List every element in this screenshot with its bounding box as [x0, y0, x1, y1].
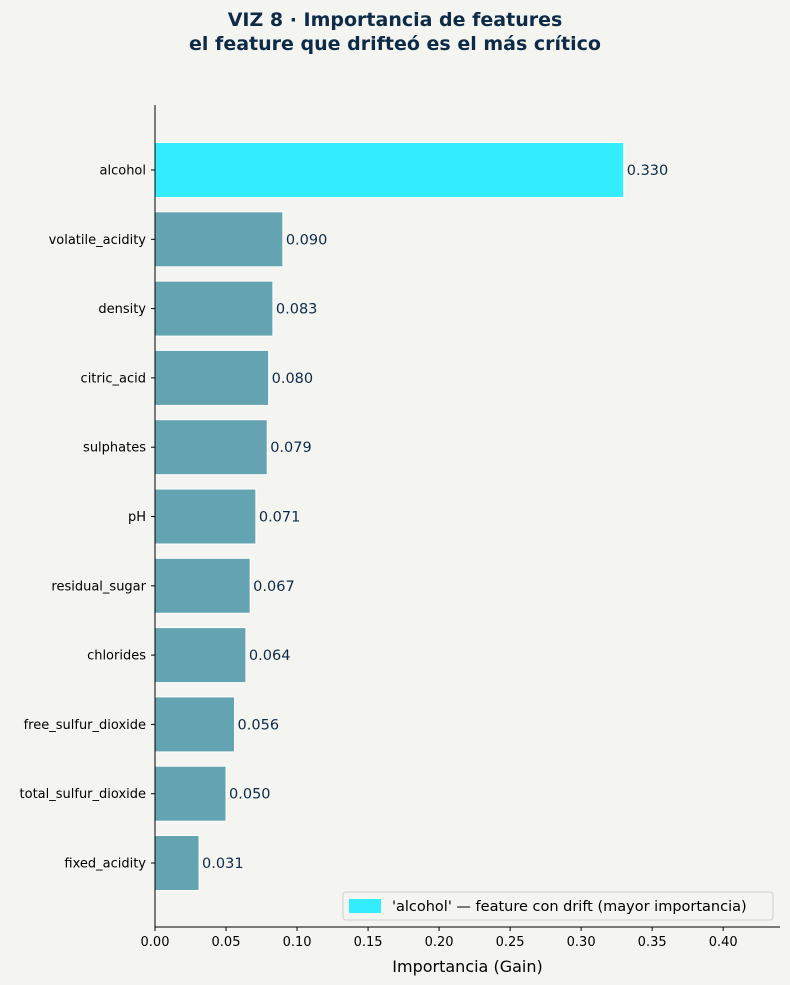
x-tick-label: 0.10	[283, 935, 312, 950]
bar-fixed_acidity	[154, 835, 200, 891]
y-tick-label: pH	[128, 510, 146, 525]
bar-chlorides	[154, 627, 247, 684]
y-tick-label: alcohol	[100, 164, 146, 179]
bar-sulphates	[154, 419, 268, 476]
bar-residual_sugar	[154, 557, 251, 614]
chart-title: VIZ 8 · Importancia de features	[227, 9, 563, 31]
bar-density	[154, 280, 274, 337]
bar-free_sulfur_dioxide	[154, 696, 236, 753]
x-tick-label: 0.35	[638, 935, 667, 950]
legend-swatch	[349, 899, 381, 913]
x-tick-label: 0.30	[567, 935, 596, 950]
y-tick-label: citric_acid	[81, 371, 146, 386]
y-tick-label: total_sulfur_dioxide	[20, 787, 146, 802]
bar-value-label: 0.079	[270, 440, 312, 456]
x-tick-label: 0.40	[709, 935, 738, 950]
bar-volatile_acidity	[154, 211, 284, 268]
bar-value-label: 0.050	[229, 787, 271, 803]
y-tick-label: free_sulfur_dioxide	[24, 718, 146, 733]
bar-value-label: 0.071	[259, 510, 301, 526]
bar-value-label: 0.064	[249, 648, 291, 664]
x-tick-label: 0.25	[496, 935, 525, 950]
legend-box	[342, 891, 774, 921]
bar-value-label: 0.067	[253, 579, 295, 595]
bar-value-label: 0.080	[272, 371, 314, 387]
x-tick-label: 0.00	[141, 935, 170, 950]
x-tick-label: 0.15	[354, 935, 383, 950]
bar-total_sulfur_dioxide	[154, 765, 227, 822]
y-tick-label: residual_sugar	[51, 579, 146, 594]
bar-value-label: 0.056	[238, 717, 280, 733]
bar-value-label: 0.090	[286, 232, 328, 248]
chart-title-block: VIZ 8 · Importancia de features el featu…	[0, 8, 790, 56]
bar-value-label: 0.083	[276, 302, 318, 318]
bar-citric_acid	[154, 349, 270, 406]
bar-alcohol	[154, 142, 625, 198]
chart-subtitle: el feature que drifteó es el más crítico	[189, 33, 601, 55]
y-tick-label: fixed_acidity	[64, 857, 146, 872]
y-tick-label: chlorides	[87, 649, 146, 664]
bar-value-label: 0.330	[627, 163, 669, 179]
y-tick-label: volatile_acidity	[49, 233, 147, 248]
bar-value-label: 0.031	[202, 856, 244, 872]
x-axis-label: Importancia (Gain)	[392, 957, 542, 976]
bar-pH	[154, 488, 257, 545]
y-tick-label: sulphates	[83, 441, 146, 456]
y-tick-label: density	[98, 302, 146, 317]
x-tick-label: 0.20	[425, 935, 454, 950]
legend-label: 'alcohol' — feature con drift (mayor imp…	[392, 899, 747, 915]
x-tick-label: 0.05	[212, 935, 241, 950]
